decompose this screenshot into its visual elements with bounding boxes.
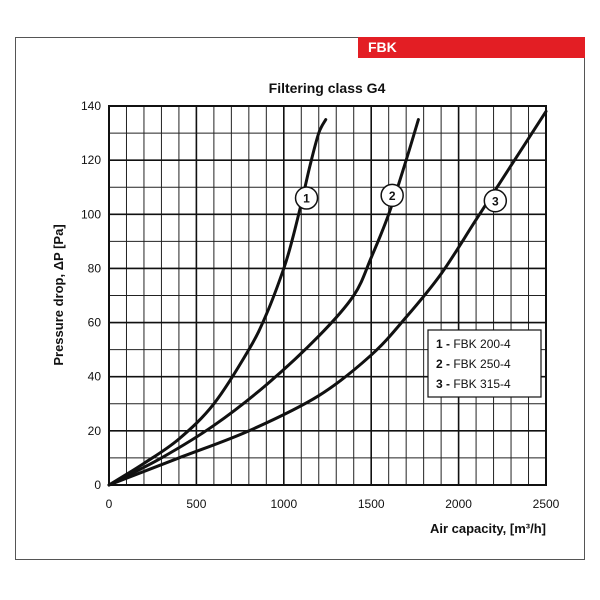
x-tick-label: 500 bbox=[186, 497, 206, 511]
plot-border bbox=[108, 105, 547, 486]
series-lines bbox=[107, 109, 548, 487]
y-tick-label: 0 bbox=[94, 478, 101, 492]
y-tick-label: 100 bbox=[81, 207, 101, 221]
chart-frame bbox=[15, 37, 585, 560]
series-marker-1 bbox=[294, 186, 319, 210]
grid-major bbox=[108, 105, 547, 486]
legend-entry-number: 1 - bbox=[436, 337, 453, 351]
legend: 1 - FBK 200-42 - FBK 250-43 - FBK 315-4 bbox=[427, 329, 542, 398]
y-tick-label: 140 bbox=[81, 99, 101, 113]
x-tick-label: 0 bbox=[106, 497, 113, 511]
y-axis-label: Pressure drop, ΔP [Pa] bbox=[51, 224, 66, 365]
series-line-1 bbox=[107, 118, 328, 487]
y-tick-label: 120 bbox=[81, 153, 101, 167]
legend-entry-label: FBK 315-4 bbox=[453, 377, 511, 391]
legend-entry-number: 3 - bbox=[436, 377, 453, 391]
y-tick-label: 40 bbox=[88, 370, 102, 384]
legend-box bbox=[427, 329, 542, 398]
x-tick-label: 2500 bbox=[533, 497, 560, 511]
y-tick-label: 80 bbox=[88, 261, 102, 275]
series-marker-label: 3 bbox=[492, 194, 499, 208]
chart-title: Filtering class G4 bbox=[269, 80, 386, 96]
y-tick-label: 20 bbox=[88, 424, 102, 438]
legend-entry: 2 - FBK 250-4 bbox=[436, 357, 511, 371]
x-axis-label: Air capacity, [m³/h] bbox=[430, 521, 546, 536]
legend-entry: 3 - FBK 315-4 bbox=[436, 377, 511, 391]
y-tick-label: 60 bbox=[88, 316, 102, 330]
grid-minor bbox=[108, 105, 547, 486]
brand-badge: FBK bbox=[358, 37, 585, 58]
tick-labels: 0 500 1000 1500 2000 2500 0 20 40 60 80 100 120 140 bbox=[81, 99, 560, 511]
series-marker-label: 1 bbox=[303, 192, 310, 206]
x-tick-label: 1500 bbox=[358, 497, 385, 511]
series-line-3 bbox=[107, 109, 548, 487]
legend-entry-label: FBK 200-4 bbox=[453, 337, 511, 351]
series-marker-3 bbox=[483, 189, 508, 213]
series-marker-label: 2 bbox=[389, 189, 396, 203]
series-markers: 1 2 3 bbox=[294, 183, 508, 213]
x-tick-label: 2000 bbox=[445, 497, 472, 511]
x-tick-label: 1000 bbox=[270, 497, 297, 511]
series-marker-2 bbox=[380, 183, 404, 208]
legend-entry: 1 - FBK 200-4 bbox=[436, 337, 511, 351]
legend-entry-label: FBK 250-4 bbox=[453, 357, 511, 371]
legend-entry-number: 2 - bbox=[436, 357, 453, 371]
